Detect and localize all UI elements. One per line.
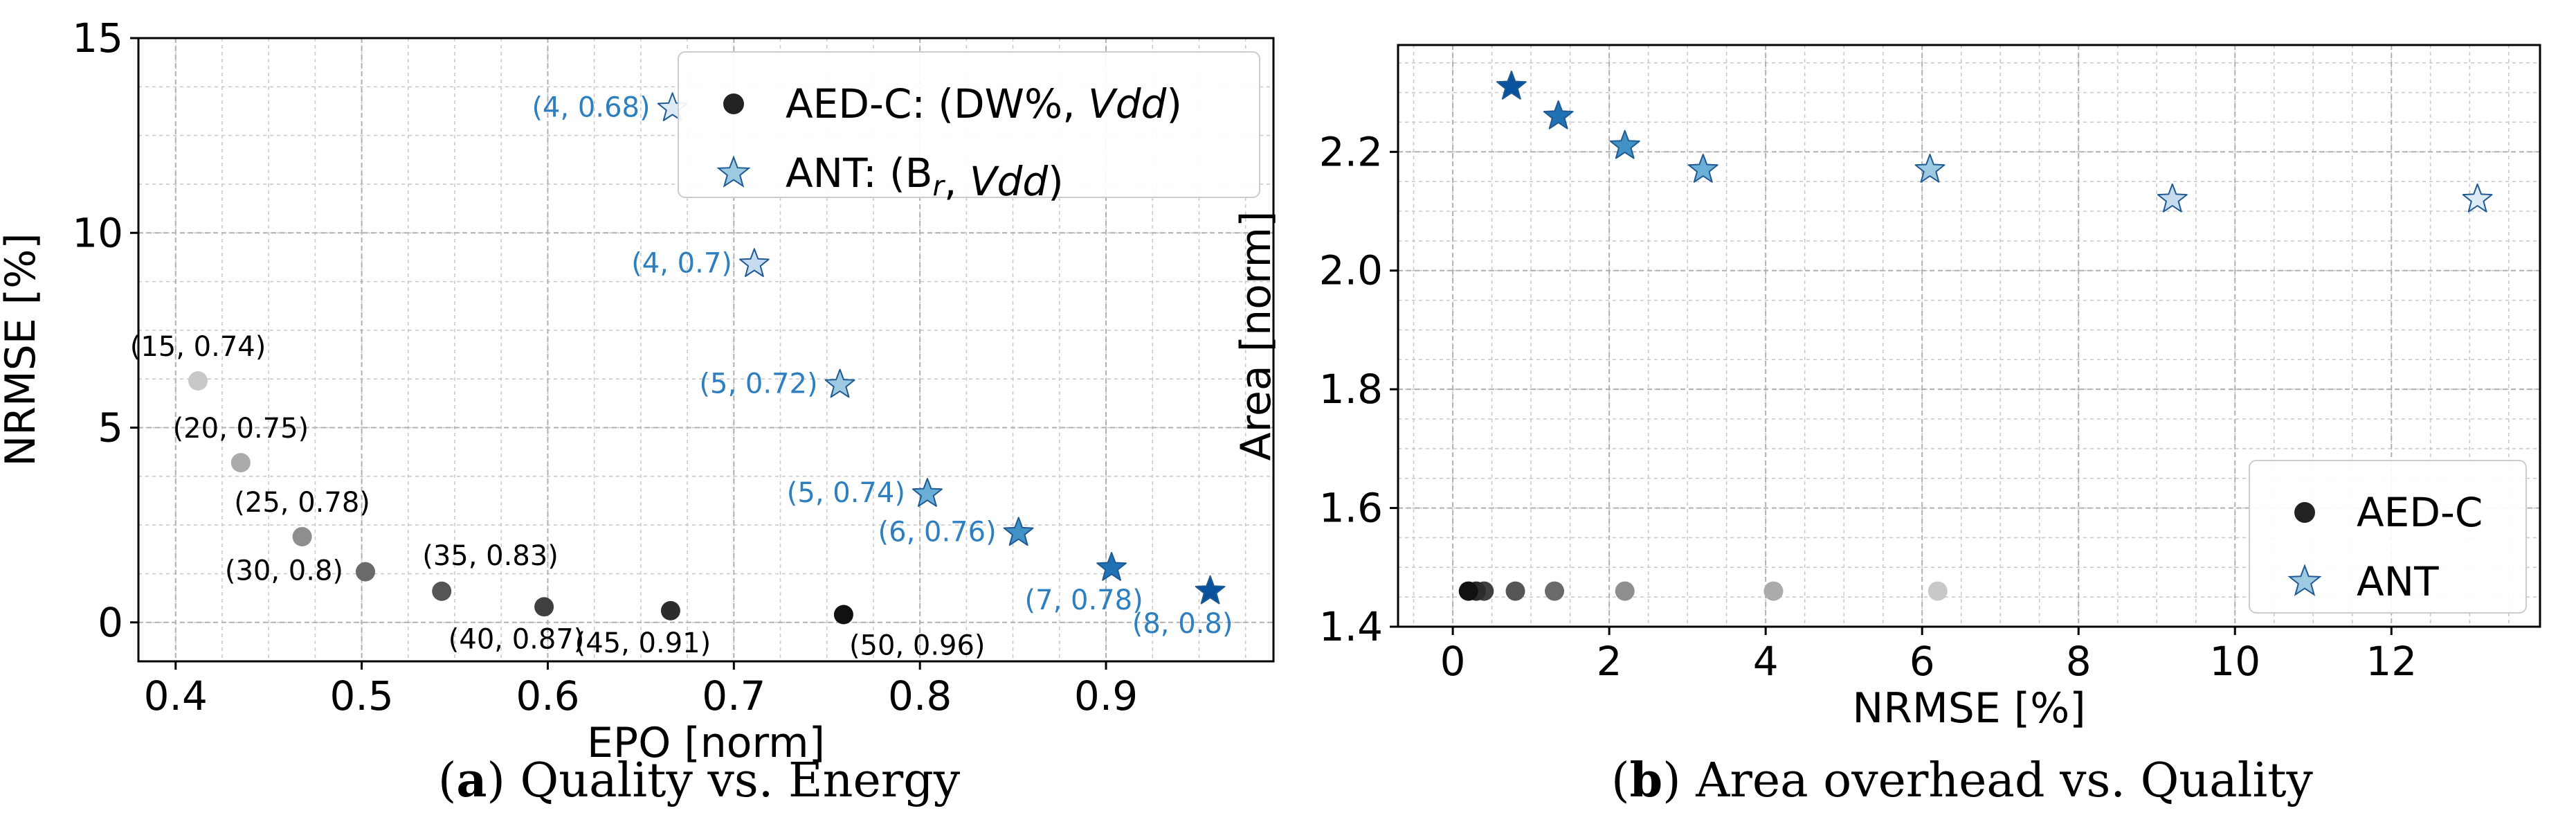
series-ant: (4, 0.68) (4, 0.7) (5, 0.72) (5, 0.74) (6, 0… [532, 91, 1233, 640]
point-label: (8, 0.8) [1132, 608, 1233, 640]
data-point [1505, 581, 1525, 601]
data-point [1928, 581, 1948, 601]
data-point [1496, 71, 1527, 100]
x-tick-label: 0.5 [329, 672, 393, 720]
plot-frame [1397, 44, 2541, 628]
x-axis-label: EPO [norm] [587, 719, 825, 767]
data-point [230, 453, 251, 473]
data-point [739, 248, 770, 277]
chart-quality-vs-energy: 0.4 0.5 0.6 0.7 0.8 0.9 0 5 10 15 EPO [norm] NRMSE … [0, 15, 1275, 808]
x-tick-label: 0 [1440, 638, 1466, 685]
data-point [1545, 581, 1565, 601]
legend-marker-star [716, 155, 751, 188]
series-ant [1496, 71, 2493, 213]
legend-label: ANT [2357, 558, 2439, 605]
legend-label: AED-C: (DW%, Vdd) [786, 80, 1182, 127]
x-tick-label: 8 [2066, 638, 2092, 685]
data-point [912, 478, 943, 507]
chart-caption: (b) Area overhead vs. Quality [1611, 753, 2314, 808]
plot-frame [137, 37, 1275, 663]
data-point [1543, 100, 1574, 129]
point-label: (35, 0.83) [422, 540, 559, 572]
point-label: (5, 0.72) [699, 368, 817, 400]
data-point [432, 581, 452, 601]
point-label: (30, 0.8) [225, 555, 343, 587]
y-tick-label: 2.2 [1319, 128, 1383, 175]
x-tick-label: 12 [2366, 638, 2417, 685]
legend-label: AED-C [2357, 489, 2483, 536]
chart-area-vs-quality: 0 2 4 6 8 10 12 1.4 1.6 1.8 2.0 2.2 NRMSE [%] Area [n… [1232, 44, 2541, 808]
data-point [534, 597, 554, 617]
y-tick-label: 0 [98, 599, 123, 646]
y-tick-label: 1.8 [1319, 366, 1383, 413]
data-point [1687, 154, 1718, 183]
point-label: (20, 0.75) [173, 413, 309, 445]
point-label: (15, 0.74) [130, 331, 266, 363]
y-tick-label: 15 [72, 15, 123, 62]
x-tick-label: 0.7 [702, 672, 765, 720]
legend-marker-star [2287, 564, 2322, 596]
data-point [2462, 183, 2493, 213]
x-tick-label: 4 [1753, 638, 1779, 685]
data-point [1609, 129, 1640, 159]
y-tick-label: 10 [72, 209, 123, 256]
x-axis-label: NRMSE [%] [1852, 684, 2085, 733]
data-point [188, 371, 208, 391]
data-point [2157, 183, 2188, 213]
legend-frame [678, 51, 1260, 198]
y-tick-label: 2.0 [1319, 247, 1383, 294]
point-label: (45, 0.91) [575, 627, 711, 659]
x-tick-label: 0.9 [1074, 672, 1138, 720]
legend: AED-C ANT [2249, 460, 2527, 614]
data-point [824, 368, 855, 398]
y-tick-label: 5 [98, 404, 123, 452]
y-tick-label: 1.4 [1319, 603, 1383, 650]
data-point [1096, 552, 1127, 581]
point-label: (6, 0.76) [878, 516, 997, 548]
data-point [356, 562, 375, 582]
data-point [1195, 575, 1226, 605]
chart-caption: (a) Quality vs. Energy [438, 753, 961, 808]
data-point [292, 527, 312, 546]
point-label: (4, 0.68) [532, 91, 650, 123]
point-label: (4, 0.7) [631, 247, 732, 279]
point-label: (7, 0.78) [1025, 584, 1143, 616]
data-point [1763, 581, 1784, 601]
x-tick-label: 2 [1597, 638, 1622, 685]
point-label: (5, 0.74) [787, 477, 905, 509]
data-point [1615, 581, 1635, 601]
x-tick-label: 6 [1910, 638, 1935, 685]
point-label: (25, 0.78) [234, 487, 370, 519]
point-label: (40, 0.87) [448, 623, 585, 655]
x-tick-label: 10 [2209, 638, 2260, 685]
legend: AED-C: (DW%, Vdd) ANT: (Br, Vdd) [678, 51, 1260, 205]
x-tick-label: 0.6 [516, 672, 579, 720]
x-tick-label: 0.4 [144, 672, 208, 720]
legend-label: ANT: (Br, Vdd) [786, 150, 1064, 205]
data-point [1914, 154, 1945, 183]
series-aed-c: (15, 0.74) (20, 0.75) (25, 0.78) (30, 0.8) (… [130, 331, 986, 662]
data-point [660, 600, 680, 620]
legend-frame [2249, 460, 2527, 614]
y-axis-label: Area [norm] [1232, 211, 1280, 461]
point-label: (50, 0.96) [849, 630, 986, 662]
series-aed-c [1458, 581, 1948, 601]
data-point [833, 605, 853, 625]
y-axis-label: NRMSE [%] [0, 233, 45, 466]
legend-marker-circle [723, 93, 744, 114]
y-tick-label: 1.6 [1319, 485, 1383, 532]
data-point [1003, 517, 1034, 546]
x-tick-label: 0.8 [888, 672, 952, 720]
legend-marker-circle [2294, 502, 2315, 523]
data-point [1458, 581, 1478, 601]
